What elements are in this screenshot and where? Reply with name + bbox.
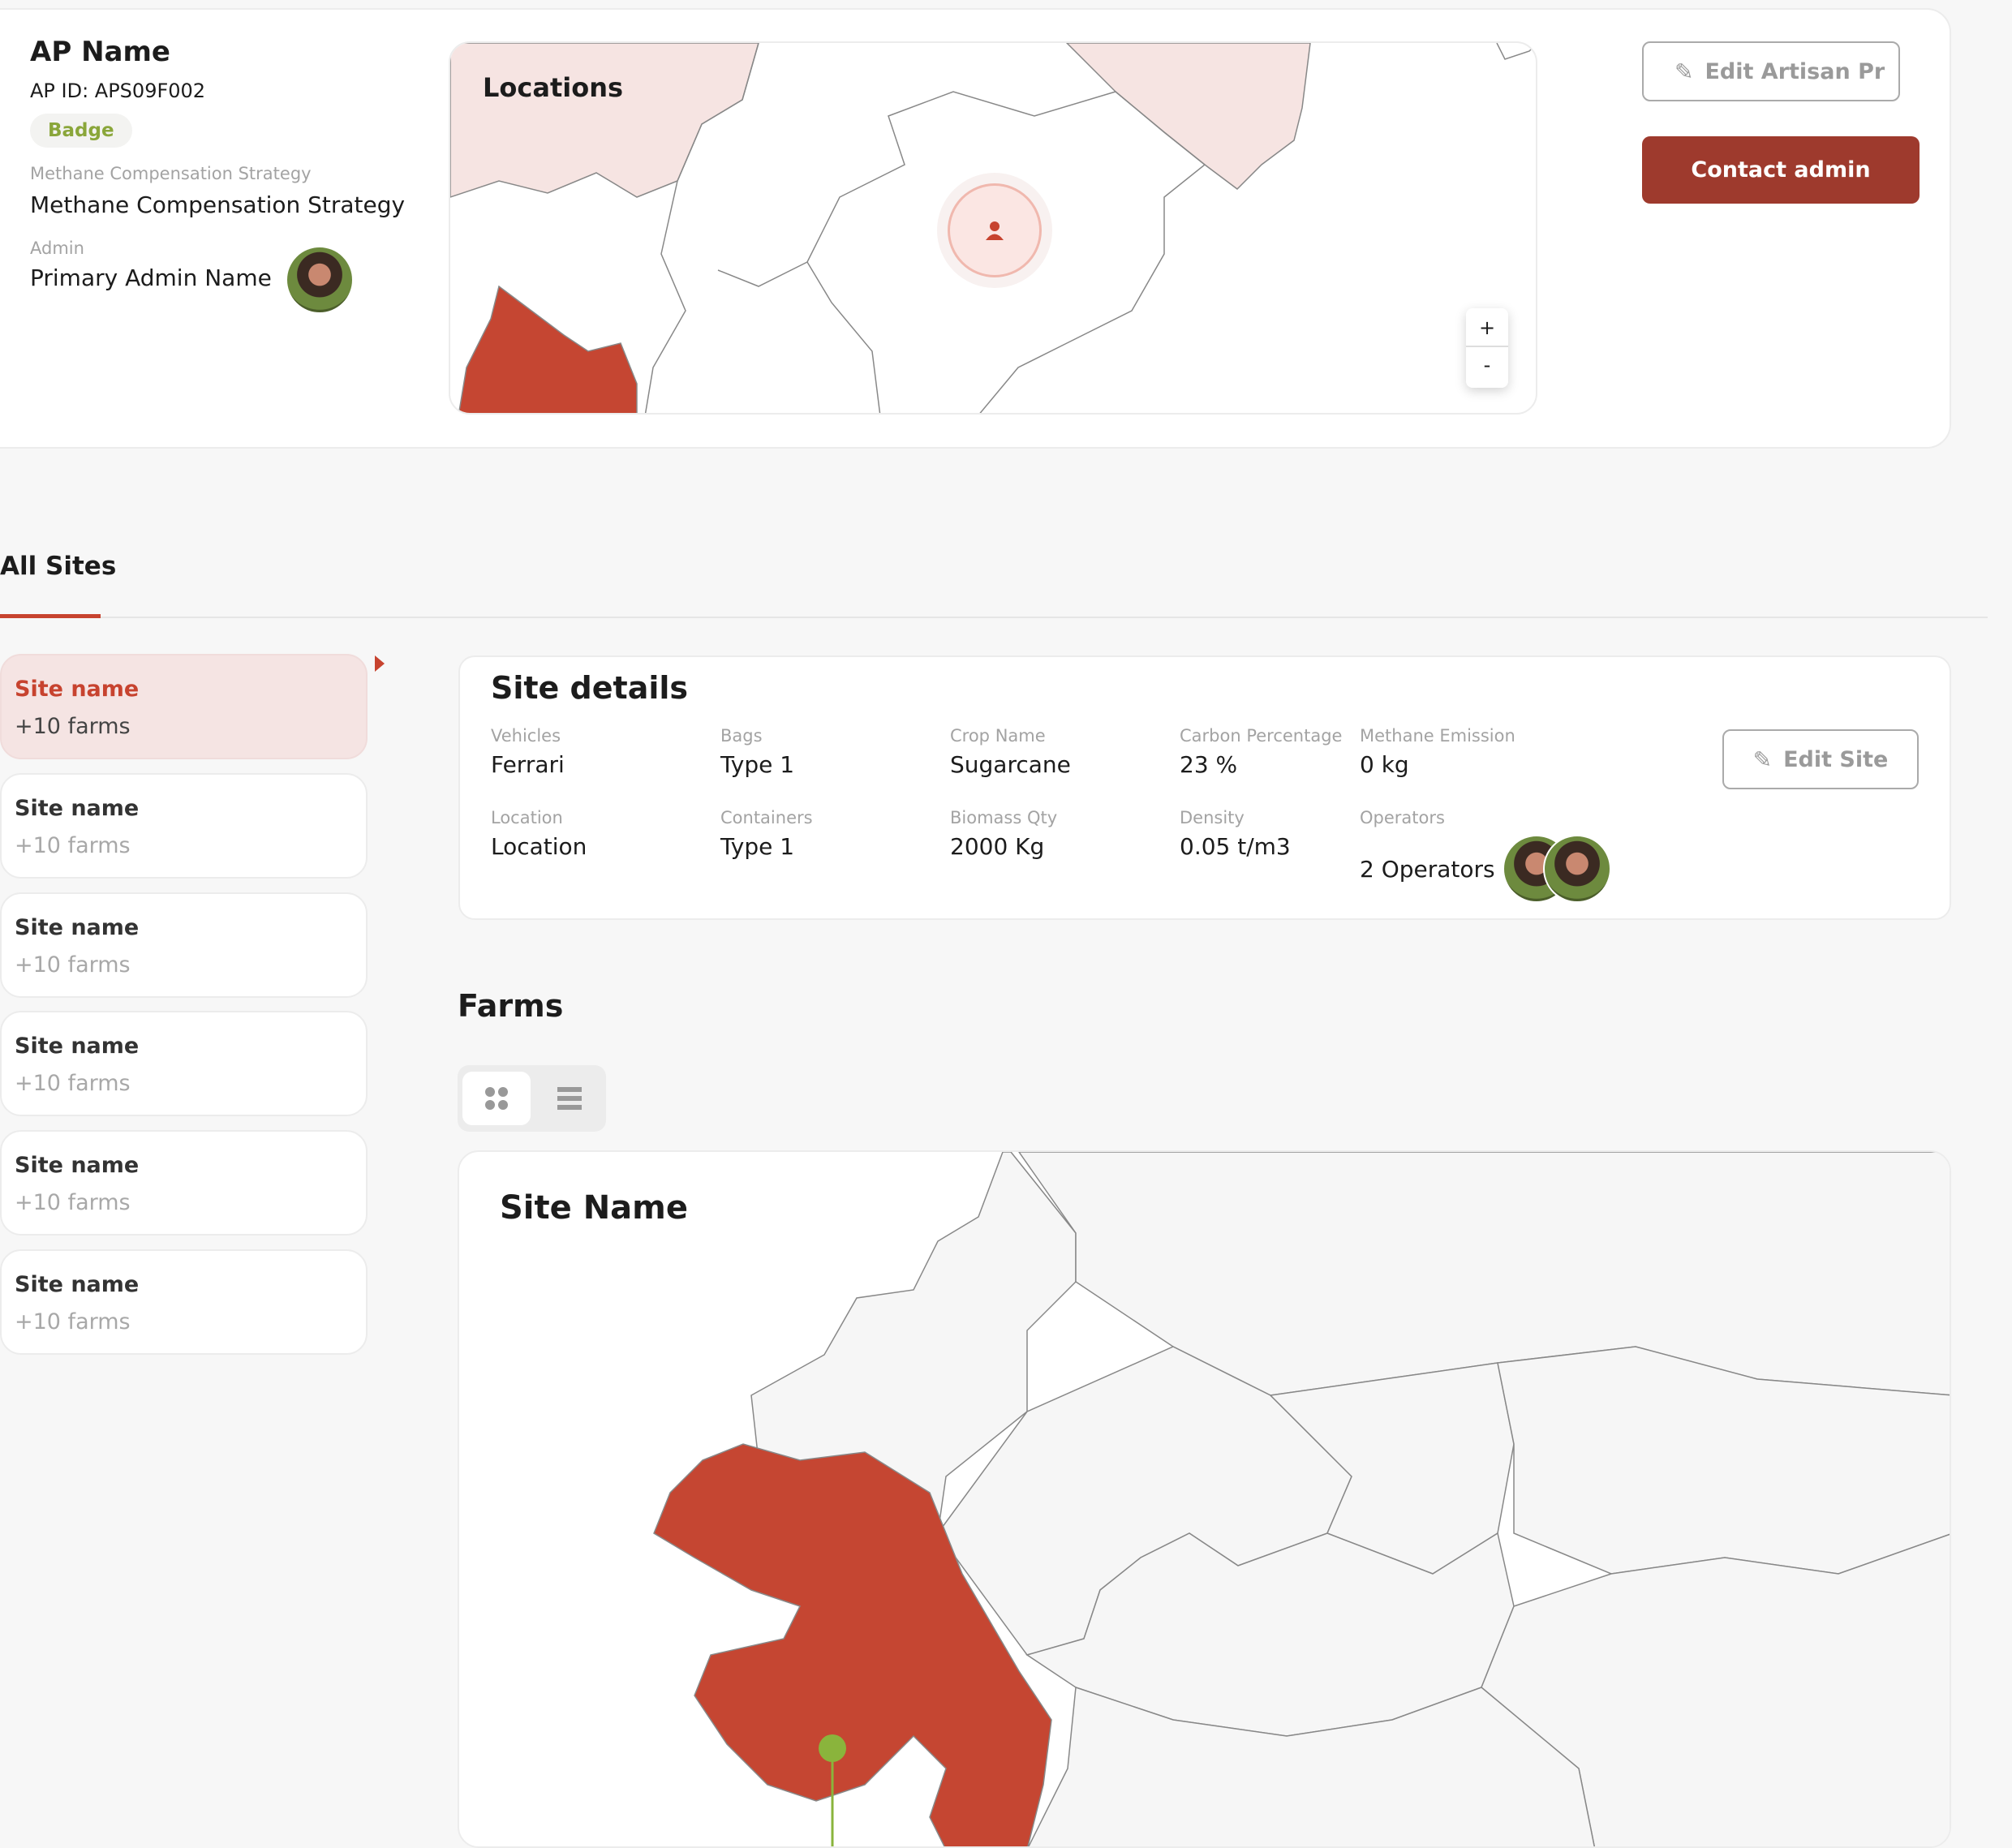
tabs-border	[0, 617, 1988, 618]
site-list-item[interactable]: Site name +10 farms	[0, 773, 368, 879]
edit-icon: ✎	[1675, 58, 1694, 85]
field-label: Carbon Percentage	[1180, 726, 1343, 746]
person-icon	[986, 221, 1004, 240]
edit-artisan-profile-button[interactable]: ✎ Edit Artisan Pr	[1642, 41, 1900, 101]
farm-pin	[819, 1734, 846, 1762]
status-badge: Badge	[30, 114, 132, 148]
admin-label: Admin	[30, 239, 84, 258]
zoom-in-button[interactable]: +	[1466, 308, 1508, 347]
grid-view-button[interactable]	[462, 1072, 531, 1125]
field-label: Biomass Qty	[950, 808, 1058, 827]
site-details-card	[458, 655, 1951, 920]
field-label: Operators	[1360, 808, 1445, 827]
field-value: 2000 Kg	[950, 833, 1045, 860]
field-value: 0.05 t/m3	[1180, 833, 1291, 860]
field-value: Location	[491, 833, 587, 860]
edit-site-button[interactable]: ✎ Edit Site	[1722, 729, 1919, 789]
zoom-control: + -	[1466, 308, 1508, 388]
field-value: 0 kg	[1360, 751, 1409, 778]
grid-icon	[485, 1087, 508, 1110]
site-list-item[interactable]: Site name +10 farms	[0, 1249, 368, 1355]
field-value: Type 1	[720, 833, 795, 860]
list-view-button[interactable]	[539, 1072, 600, 1125]
selected-arrow-icon	[375, 655, 385, 672]
field-label: Containers	[720, 808, 813, 827]
farms-map[interactable]: Site Name	[458, 1150, 1951, 1848]
admin-name: Primary Admin Name	[30, 264, 272, 291]
locations-map[interactable]: Locations + -	[449, 41, 1537, 415]
site-list-item[interactable]: Site name +10 farms	[0, 654, 368, 759]
view-toggle	[458, 1065, 606, 1132]
strategy-label: Methane Compensation Strategy	[30, 164, 312, 183]
site-details-title: Site details	[491, 670, 689, 706]
farms-title: Farms	[458, 988, 564, 1024]
site-list-item[interactable]: Site name +10 farms	[0, 1011, 368, 1116]
site-list-item[interactable]: Site name +10 farms	[0, 892, 368, 998]
zoom-out-button[interactable]: -	[1483, 354, 1491, 376]
india-map-regions	[653, 1152, 1950, 1846]
field-value: Type 1	[720, 751, 795, 778]
field-label: Density	[1180, 808, 1245, 827]
field-label: Bags	[720, 726, 763, 746]
location-marker[interactable]	[937, 173, 1052, 288]
farm-map-title: Site Name	[500, 1189, 688, 1227]
ap-id: AP ID: APS09F002	[30, 80, 206, 102]
list-icon	[557, 1087, 582, 1110]
field-label: Methane Emission	[1360, 726, 1515, 746]
field-value: Sugarcane	[950, 751, 1071, 778]
ap-name: AP Name	[30, 36, 170, 68]
operators-count: 2 Operators	[1360, 856, 1495, 883]
field-label: Vehicles	[491, 726, 561, 746]
strategy-value: Methane Compensation Strategy	[30, 191, 406, 218]
field-value: Ferrari	[491, 751, 565, 778]
site-list-item[interactable]: Site name +10 farms	[0, 1130, 368, 1236]
edit-icon: ✎	[1752, 746, 1773, 773]
field-label: Crop Name	[950, 726, 1046, 746]
field-value: 23 %	[1180, 751, 1238, 778]
india-map-zoomed	[450, 43, 1536, 413]
field-label: Location	[491, 808, 563, 827]
operator-avatar	[1543, 835, 1611, 903]
tab-all-sites[interactable]: All Sites	[0, 552, 117, 581]
tab-active-indicator	[0, 614, 101, 618]
admin-avatar	[286, 246, 354, 314]
locations-title: Locations	[483, 72, 624, 103]
contact-admin-button[interactable]: Contact admin	[1642, 136, 1920, 204]
